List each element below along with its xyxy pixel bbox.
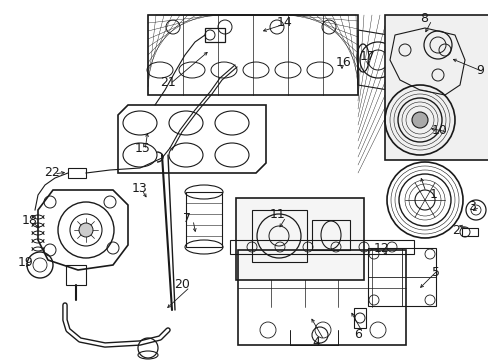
Text: 12: 12 xyxy=(373,242,389,255)
Bar xyxy=(185,192,222,247)
Text: 18: 18 xyxy=(22,213,38,226)
Text: 6: 6 xyxy=(353,328,361,342)
Text: 15: 15 xyxy=(135,141,151,154)
Bar xyxy=(68,168,86,178)
Text: 16: 16 xyxy=(335,55,351,68)
Bar xyxy=(311,220,349,250)
Bar xyxy=(66,265,86,285)
Text: 5: 5 xyxy=(431,266,439,279)
Bar xyxy=(461,228,477,236)
Bar xyxy=(204,28,224,42)
Bar xyxy=(384,15,488,160)
Circle shape xyxy=(79,223,93,237)
Bar xyxy=(229,240,413,254)
Text: 20: 20 xyxy=(174,279,189,292)
Text: 3: 3 xyxy=(467,201,475,213)
Bar xyxy=(353,308,365,328)
Bar xyxy=(148,15,357,95)
Text: 14: 14 xyxy=(276,15,292,28)
Bar xyxy=(367,248,435,306)
Circle shape xyxy=(411,112,427,128)
Text: 2: 2 xyxy=(451,224,459,237)
Text: 10: 10 xyxy=(431,123,447,136)
Text: 1: 1 xyxy=(429,189,437,202)
Text: 11: 11 xyxy=(269,208,285,221)
Text: 22: 22 xyxy=(44,166,60,179)
Text: 7: 7 xyxy=(183,211,191,225)
Bar xyxy=(236,198,363,280)
Text: 17: 17 xyxy=(359,50,375,63)
Bar xyxy=(238,250,405,345)
Bar xyxy=(251,210,306,262)
Text: 13: 13 xyxy=(132,181,147,194)
Text: 19: 19 xyxy=(18,256,34,270)
Text: 4: 4 xyxy=(311,336,319,348)
Text: 8: 8 xyxy=(419,12,427,24)
Text: 21: 21 xyxy=(160,76,175,89)
Text: 9: 9 xyxy=(475,63,483,77)
